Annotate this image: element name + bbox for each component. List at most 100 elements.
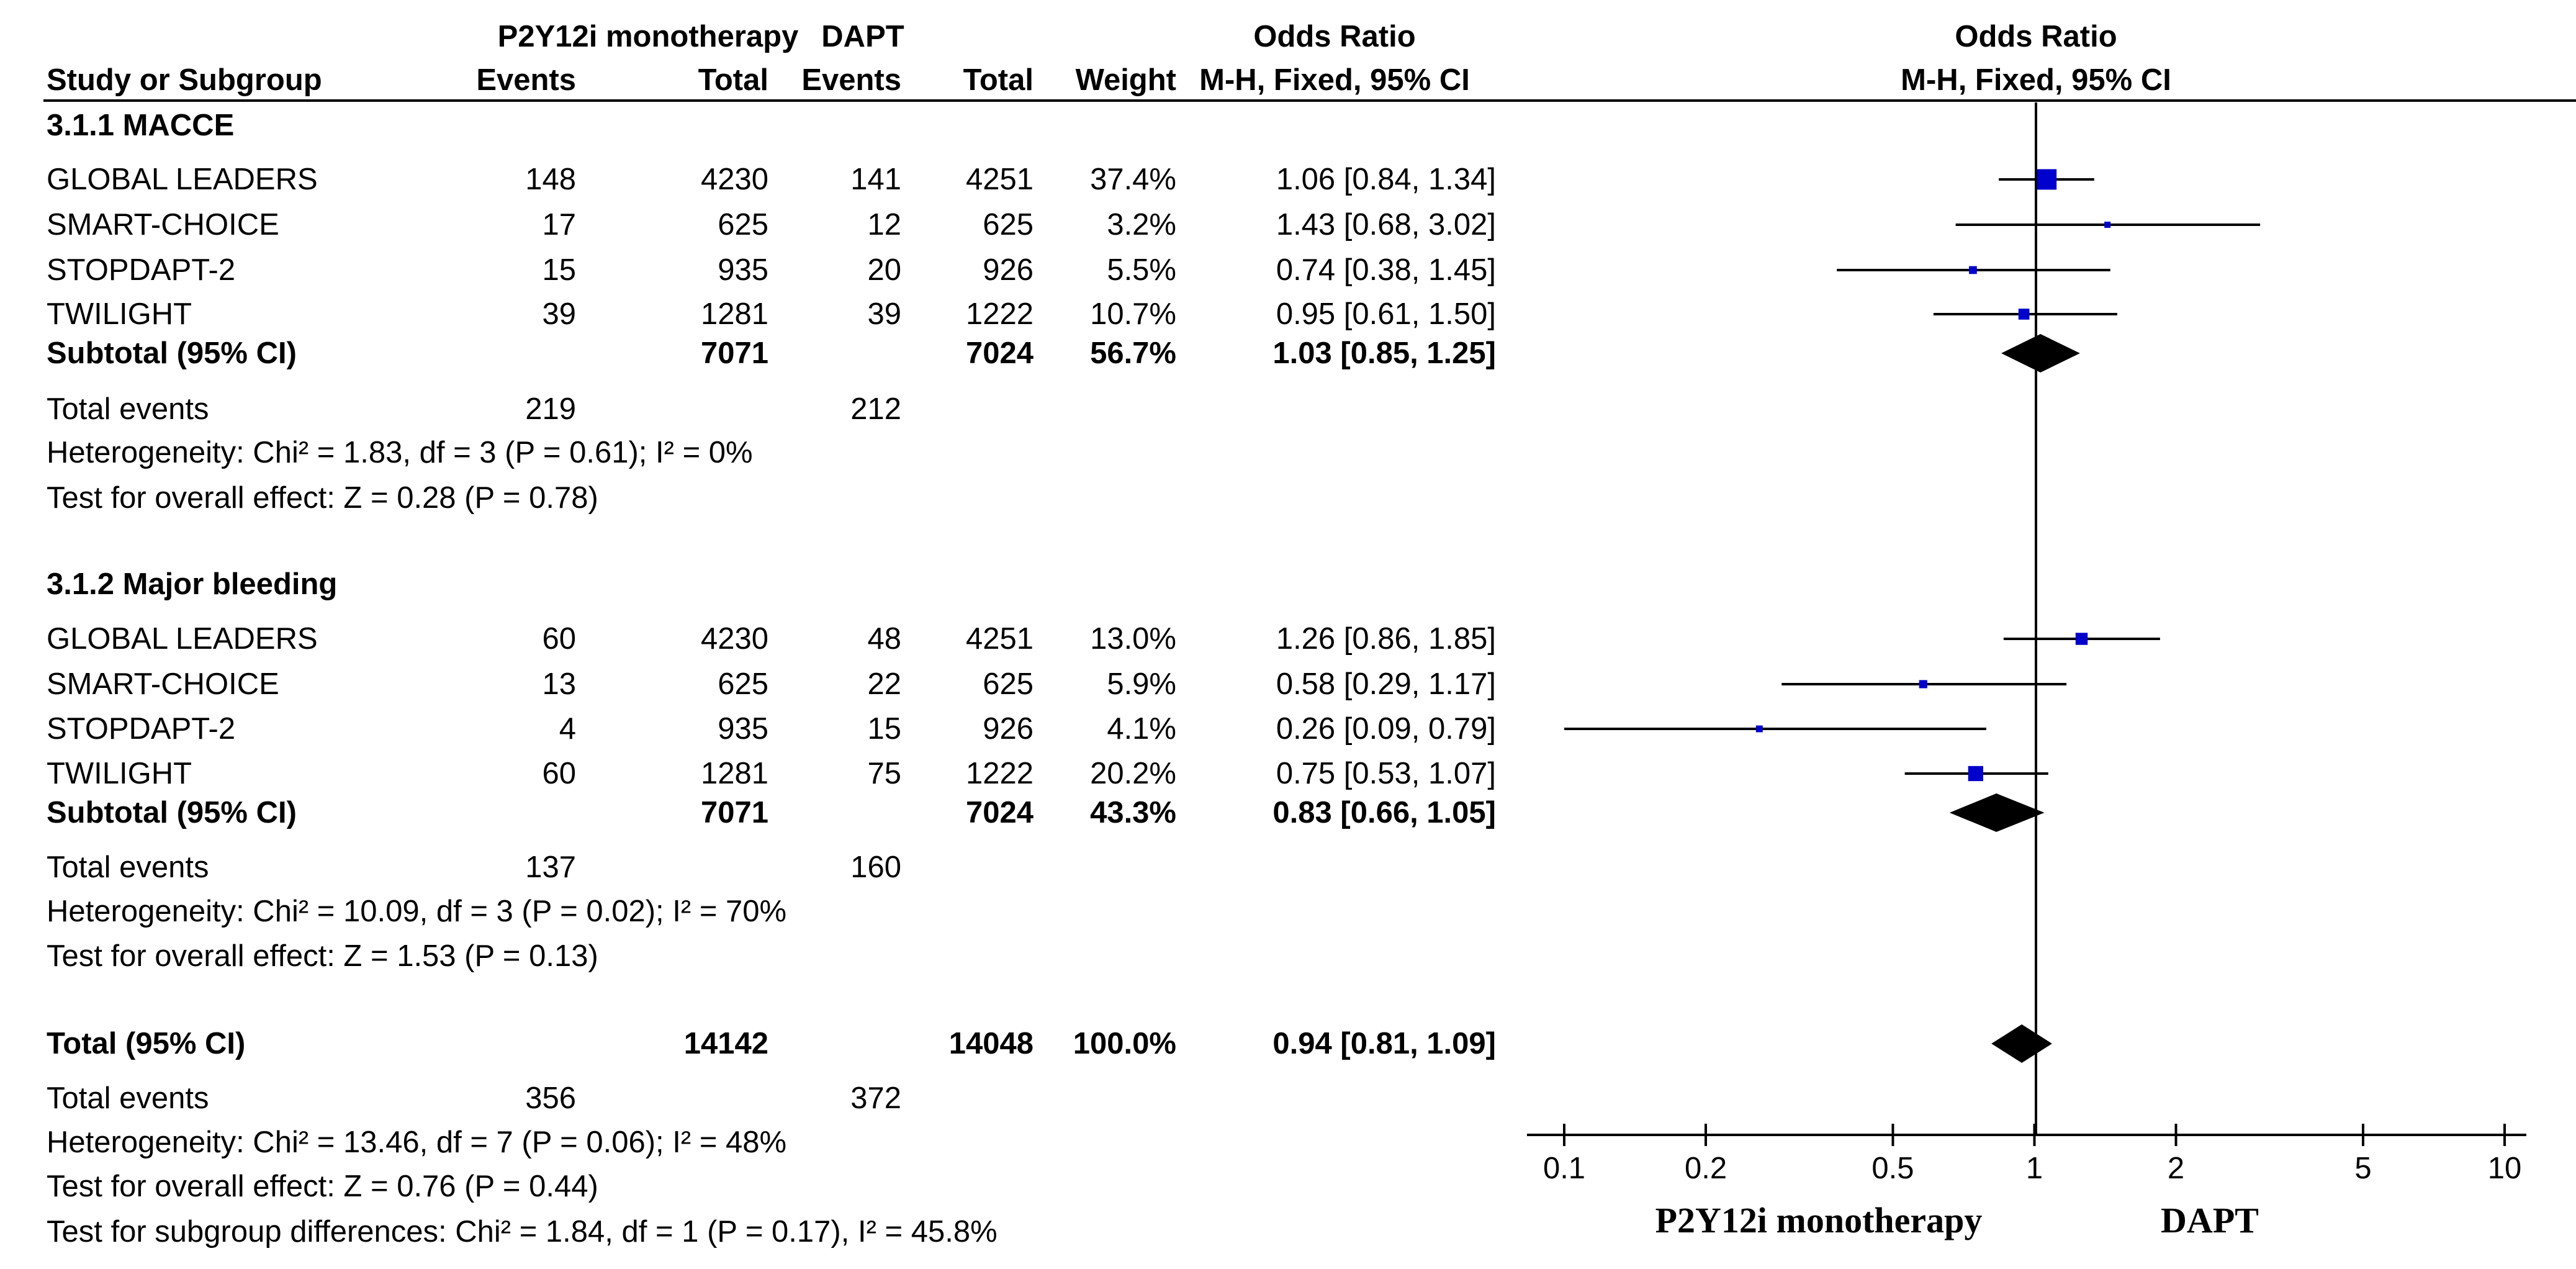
study-label: SMART-CHOICE (47, 208, 279, 242)
x-tick-label: 0.5 (1871, 1152, 1914, 1185)
study-weight: 5.9% (1107, 667, 1176, 701)
pooled-diamond (1949, 793, 2045, 832)
study-events-2: 12 (867, 208, 901, 242)
x-tick-label: 5 (2354, 1152, 2371, 1185)
x-tick-label: 0.1 (1543, 1152, 1585, 1185)
study-total-1: 4230 (701, 622, 768, 656)
study-total-1: 4230 (701, 163, 768, 196)
study-weight: 5.5% (1107, 253, 1176, 287)
study-events-2: 20 (867, 253, 901, 287)
study-events-1: 148 (525, 163, 576, 196)
subgroup-heading: 3.1.1 MACCE (47, 109, 234, 142)
header-study: Study or Subgroup (47, 63, 322, 97)
stat-text: Test for subgroup differences: Chi² = 1.… (47, 1215, 998, 1249)
total-events-1: 219 (525, 392, 576, 426)
study-total-2: 926 (983, 253, 1034, 287)
study-total-2: 4251 (966, 622, 1034, 656)
study-events-1: 13 (542, 667, 576, 701)
total-events-2: 212 (850, 392, 901, 426)
study-weight: 4.1% (1107, 712, 1176, 746)
study-total-1: 625 (718, 208, 768, 242)
stat-text: Heterogeneity: Chi² = 13.46, df = 7 (P =… (47, 1126, 786, 1159)
effect-square (1968, 765, 1983, 782)
header-weight: Weight (1076, 63, 1176, 97)
study-events-1: 4 (559, 712, 576, 746)
stat-text: Heterogeneity: Chi² = 1.83, df = 3 (P = … (47, 436, 753, 469)
total-events-2: 160 (850, 851, 901, 884)
effect-square (1755, 725, 1763, 733)
study-events-2: 141 (850, 163, 901, 196)
stat-text: Heterogeneity: Chi² = 10.09, df = 3 (P =… (47, 895, 786, 928)
study-total-1: 1281 (701, 757, 768, 790)
x-tick-label: 2 (2168, 1152, 2184, 1185)
effect-square (2104, 222, 2111, 228)
total-events-label: Total events (47, 851, 209, 884)
study-events-1: 17 (542, 208, 576, 242)
study-total-2: 926 (983, 712, 1034, 746)
study-events-2: 22 (867, 667, 901, 701)
x-tick-label: 10 (2488, 1152, 2522, 1185)
study-weight: 3.2% (1107, 208, 1176, 242)
header-group1: P2Y12i monotherapy (498, 20, 799, 53)
study-total-2: 625 (983, 667, 1034, 701)
header-or-title: Odds Ratio (1253, 20, 1415, 53)
total-events-2: 372 (850, 1082, 901, 1115)
study-weight: 13.0% (1090, 622, 1176, 656)
subtotal-label: Subtotal (95% CI) (47, 796, 297, 829)
study-label: TWILIGHT (47, 297, 192, 331)
study-events-2: 39 (867, 297, 901, 331)
study-events-1: 15 (542, 253, 576, 287)
study-total-2: 4251 (966, 163, 1034, 196)
study-label: STOPDAPT-2 (47, 253, 235, 287)
x-tick-label: 1 (2026, 1152, 2043, 1185)
subtotal-total-2: 7024 (966, 336, 1034, 370)
study-total-1: 935 (718, 253, 768, 287)
subtotal-weight: 56.7% (1090, 336, 1176, 370)
total-events-1: 137 (525, 851, 576, 884)
study-total-2: 625 (983, 208, 1034, 242)
stat-text: Test for overall effect: Z = 0.28 (P = 0… (47, 481, 598, 515)
study-events-2: 48 (867, 622, 901, 656)
header-group2: DAPT (821, 20, 904, 53)
study-label: TWILIGHT (47, 757, 192, 790)
pooled-diamond (1991, 1024, 2052, 1063)
study-ci-text: 0.74 [0.38, 1.45] (1276, 253, 1496, 287)
study-total-2: 1222 (966, 757, 1034, 790)
study-label: GLOBAL LEADERS (47, 622, 318, 656)
study-ci-text: 0.26 [0.09, 0.79] (1276, 712, 1496, 746)
total-events-1: 356 (525, 1082, 576, 1115)
study-ci-text: 0.95 [0.61, 1.50] (1276, 297, 1496, 331)
subgroup-heading: 3.1.2 Major bleeding (47, 567, 337, 601)
header-events-2: Events (801, 63, 901, 97)
study-events-1: 60 (542, 622, 576, 656)
subtotal-weight: 100.0% (1073, 1027, 1176, 1060)
study-weight: 20.2% (1090, 757, 1176, 790)
study-weight: 10.7% (1090, 297, 1176, 331)
subtotal-total-1: 7071 (701, 336, 768, 370)
plot-title: Odds Ratio (1955, 20, 2117, 53)
subtotal-total-1: 14142 (684, 1027, 768, 1060)
subtotal-label: Total (95% CI) (47, 1027, 245, 1060)
study-label: SMART-CHOICE (47, 667, 279, 701)
total-events-label: Total events (47, 392, 209, 426)
subtotal-label: Subtotal (95% CI) (47, 336, 297, 370)
study-ci-text: 0.58 [0.29, 1.17] (1276, 667, 1496, 701)
study-ci-text: 1.26 [0.86, 1.85] (1276, 622, 1496, 656)
study-total-1: 935 (718, 712, 768, 746)
study-events-2: 75 (867, 757, 901, 790)
study-ci-text: 1.43 [0.68, 3.02] (1276, 208, 1496, 242)
subtotal-weight: 43.3% (1090, 796, 1176, 829)
study-events-2: 15 (867, 712, 901, 746)
effect-square (2018, 309, 2030, 320)
x-tick-label: 0.2 (1685, 1152, 1727, 1185)
study-label: GLOBAL LEADERS (47, 163, 318, 196)
effect-square (1919, 680, 1927, 689)
study-weight: 37.4% (1090, 163, 1176, 196)
study-total-1: 625 (718, 667, 768, 701)
subtotal-total-2: 7024 (966, 796, 1034, 829)
header-events-1: Events (476, 63, 576, 97)
effect-square (1969, 266, 1977, 274)
subtotal-ci-text: 1.03 [0.85, 1.25] (1272, 336, 1496, 370)
stat-text: Test for overall effect: Z = 0.76 (P = 0… (47, 1170, 598, 1203)
